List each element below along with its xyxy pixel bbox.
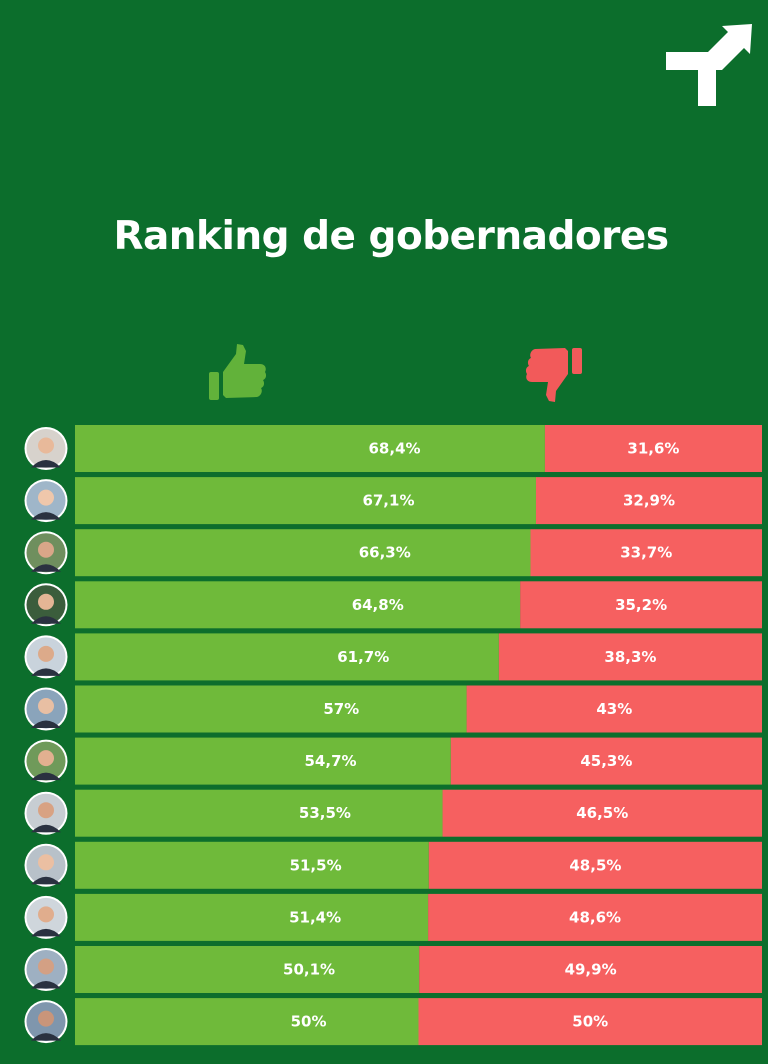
disapprove-label-6: 43% bbox=[596, 700, 632, 718]
disapprove-label-7: 45,3% bbox=[580, 752, 632, 770]
avatar-suit-11 bbox=[31, 981, 61, 989]
approve-label-1: 68,4% bbox=[369, 440, 421, 458]
approve-bar-2 bbox=[75, 477, 536, 525]
disapprove-bar-7 bbox=[450, 737, 762, 785]
avatar-face-3 bbox=[38, 541, 54, 558]
approve-bar-1 bbox=[75, 425, 545, 472]
disapprove-label-9: 48,5% bbox=[569, 856, 621, 874]
approve-bar-4 bbox=[75, 581, 521, 629]
disapprove-bar-3 bbox=[530, 529, 762, 577]
disapprove-bar-12 bbox=[418, 998, 762, 1046]
avatar-suit-5 bbox=[31, 668, 61, 676]
disapprove-label-1: 31,6% bbox=[627, 440, 679, 458]
disapprove-bar-8 bbox=[442, 789, 762, 837]
avatar-face-2 bbox=[38, 489, 54, 506]
avatar-face-8 bbox=[38, 802, 54, 819]
disapprove-bar-2 bbox=[535, 477, 762, 525]
avatar-suit-9 bbox=[31, 876, 61, 885]
approve-bar-12 bbox=[75, 998, 419, 1046]
approve-bar-5 bbox=[75, 633, 499, 681]
avatar-face-11 bbox=[38, 958, 54, 975]
avatar-suit-12 bbox=[31, 1033, 61, 1041]
approve-label-10: 51,4% bbox=[289, 908, 341, 926]
avatar-face-10 bbox=[38, 906, 54, 923]
approve-label-9: 51,5% bbox=[290, 856, 342, 874]
avatar-suit-6 bbox=[31, 720, 61, 728]
approve-label-7: 54,7% bbox=[305, 752, 357, 770]
disapprove-bar-4 bbox=[520, 581, 762, 629]
approve-label-6: 57% bbox=[323, 700, 359, 718]
approve-bar-10 bbox=[75, 893, 429, 941]
avatar-face-1 bbox=[38, 437, 54, 454]
avatar-suit-7 bbox=[31, 772, 61, 781]
approve-label-4: 64,8% bbox=[352, 596, 404, 614]
approve-bar-3 bbox=[75, 529, 531, 577]
approve-bar-11 bbox=[75, 946, 420, 993]
approve-label-3: 66,3% bbox=[359, 544, 411, 562]
disapprove-label-5: 38,3% bbox=[604, 648, 656, 666]
disapprove-label-12: 50% bbox=[572, 1013, 608, 1031]
disapprove-bar-10 bbox=[428, 893, 762, 941]
disapprove-label-2: 32,9% bbox=[623, 492, 675, 510]
approve-label-5: 61,7% bbox=[337, 648, 389, 666]
avatar-face-12 bbox=[38, 1010, 54, 1027]
avatar-face-6 bbox=[38, 698, 54, 714]
approve-label-2: 67,1% bbox=[362, 492, 414, 510]
disapprove-bar-6 bbox=[466, 685, 762, 733]
avatar-face-4 bbox=[38, 593, 54, 610]
avatar-suit-3 bbox=[31, 564, 61, 572]
approve-label-8: 53,5% bbox=[299, 804, 351, 822]
avatar-suit-4 bbox=[31, 616, 61, 624]
approve-label-11: 50,1% bbox=[283, 961, 335, 979]
disapprove-label-8: 46,5% bbox=[576, 804, 628, 822]
chart-title: Ranking de gobernadores bbox=[113, 214, 669, 259]
arrow-t-logo-icon bbox=[666, 24, 752, 106]
avatar-face-9 bbox=[38, 854, 54, 871]
approve-bar-9 bbox=[75, 841, 429, 889]
disapprove-bar-9 bbox=[428, 841, 762, 889]
avatar-suit-1 bbox=[31, 460, 61, 468]
avatar-suit-10 bbox=[31, 928, 61, 937]
disapprove-label-3: 33,7% bbox=[620, 544, 672, 562]
disapprove-bar-1 bbox=[544, 425, 762, 472]
avatar-suit-2 bbox=[31, 512, 61, 520]
approve-label-12: 50% bbox=[291, 1013, 327, 1031]
avatar-face-7 bbox=[38, 750, 54, 767]
avatar-face-5 bbox=[38, 645, 54, 662]
avatar-suit-8 bbox=[31, 824, 61, 833]
thumbs-down-icon bbox=[525, 348, 582, 402]
disapprove-label-4: 35,2% bbox=[615, 596, 667, 614]
disapprove-bar-11 bbox=[419, 946, 762, 993]
disapprove-label-11: 49,9% bbox=[565, 961, 617, 979]
approve-bar-8 bbox=[75, 789, 443, 837]
approve-bar-6 bbox=[75, 685, 467, 733]
disapprove-bar-5 bbox=[498, 633, 762, 681]
approve-bar-7 bbox=[75, 737, 451, 785]
thumbs-up-icon bbox=[209, 344, 267, 400]
disapprove-label-10: 48,6% bbox=[569, 908, 621, 926]
